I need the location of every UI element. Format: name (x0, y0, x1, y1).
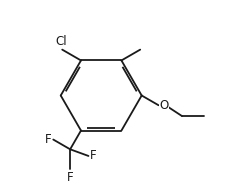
Text: O: O (160, 99, 169, 112)
Text: Cl: Cl (55, 35, 67, 48)
Text: F: F (45, 133, 52, 146)
Text: F: F (67, 171, 73, 184)
Text: F: F (90, 149, 97, 163)
